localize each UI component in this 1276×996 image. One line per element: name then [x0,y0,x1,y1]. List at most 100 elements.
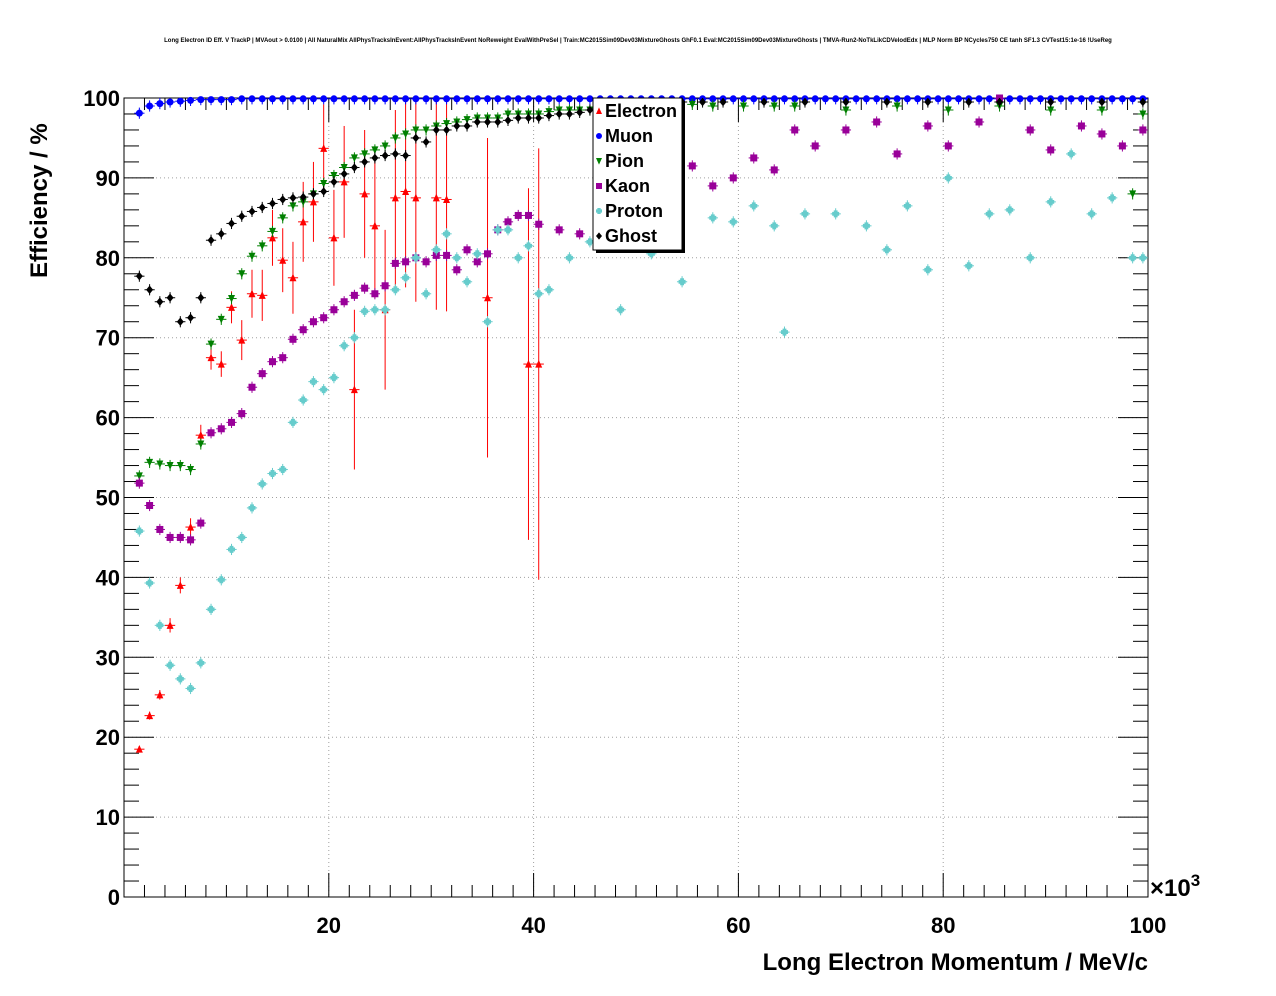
proton-point [268,470,276,478]
ghost-point [504,116,512,125]
pion-point [268,227,276,236]
pion-point [187,466,195,474]
electron-point [207,353,215,362]
proton-point [228,545,236,553]
ghost-point [309,189,317,199]
kaon-point [944,142,952,150]
muon-point [156,100,164,108]
muon-point [1118,95,1126,103]
muon-point [545,95,553,103]
ghost-point [965,97,973,107]
electron-point [484,293,492,302]
kaon-point [176,533,184,541]
muon-point [852,95,860,103]
muon-point [1006,95,1014,103]
muon-point [576,95,584,103]
pion-point [279,214,287,223]
proton-point [903,202,911,210]
electron-point [176,581,184,589]
y-tick-label: 30 [96,645,120,670]
muon-point [873,95,881,103]
muon-point [289,95,297,103]
pion-point [1139,110,1147,119]
kaon-point [381,282,389,290]
kaon-point [576,230,584,238]
muon-point [135,109,143,117]
muon-point [381,95,389,103]
muon-point [443,95,451,103]
electron-point [268,233,276,242]
muon-point [555,95,563,103]
y-tick-label: 100 [83,86,120,111]
pion-point [1098,106,1106,115]
muon-point [811,95,819,103]
pion-point [412,126,420,135]
kaon-point [238,410,246,418]
muon-point [1026,95,1034,103]
ghost-point [719,97,727,107]
ghost-point [883,97,891,107]
kaon-point [473,258,481,266]
proton-point [985,210,993,218]
proton-point [412,254,420,262]
legend-label-electron: Electron [605,101,677,121]
muon-point [1016,95,1024,103]
muon-point [709,95,717,103]
kaon-point [842,126,850,134]
ghost-point [258,203,266,212]
legend-label-pion: Pion [605,151,644,171]
electron-point [217,359,225,368]
proton-point [1088,210,1096,218]
pion-point [330,172,338,180]
muon-point [391,95,399,103]
ghost-point [1047,97,1055,107]
ghost-point [996,97,1004,107]
y-tick-label: 50 [96,486,120,511]
kaon-point [330,306,338,314]
y-tick-label: 60 [96,406,120,431]
proton-point [617,306,625,314]
ghost-point [197,293,205,302]
electron-point [238,335,246,344]
kaon-point [709,182,717,190]
x-axis-title: Long Electron Momentum / MeV/c [763,949,1148,976]
muon-point [217,96,225,104]
proton-point [146,579,154,587]
ghost-point [924,97,932,107]
legend-marker-electron [596,107,602,114]
pion-point [228,295,236,303]
pion-point [391,134,399,143]
ghost-point [228,219,236,228]
kaon-point [289,335,297,343]
muon-point [197,96,205,104]
proton-point [340,342,348,350]
proton-point [944,174,952,182]
proton-point [565,254,573,262]
kaon-point [135,479,143,487]
electron-point [135,744,143,753]
ghost-point [1139,97,1147,107]
proton-point [524,242,532,250]
kaon-point [791,126,799,134]
muon-point [207,96,215,104]
kaon-point [146,501,154,509]
proton-point [197,659,205,667]
pion-point [381,142,389,151]
ghost-point [187,313,195,322]
proton-point [1006,206,1014,214]
kaon-point [371,290,379,298]
ghost-point [350,163,358,172]
ghost-point [135,271,143,281]
kaon-point [535,220,543,228]
pion-point [248,252,256,261]
proton-point [545,286,553,294]
kaon-point [514,211,522,219]
y-tick-label: 70 [96,326,120,351]
pion-point [350,154,358,163]
muon-point [565,95,573,103]
muon-point [258,95,266,103]
kaon-point [924,122,932,130]
legend-label-ghost: Ghost [605,226,657,246]
muon-point [309,95,317,103]
proton-point [494,226,502,234]
